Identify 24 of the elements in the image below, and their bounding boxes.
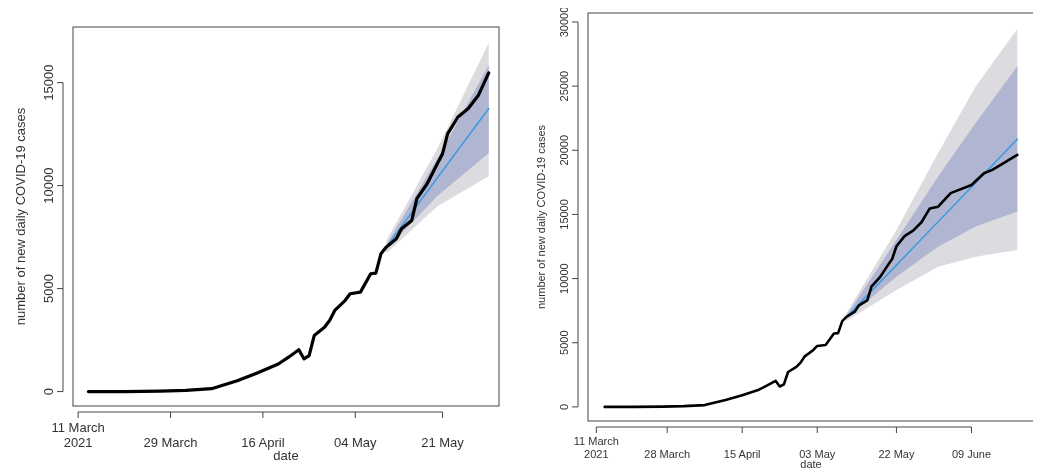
y-tick-label: 5000 bbox=[41, 274, 56, 304]
y-tick-label: 20000 bbox=[558, 134, 570, 166]
y-tick-label: 15000 bbox=[558, 199, 570, 230]
x-tick-label: 15 April bbox=[723, 448, 761, 461]
x-tick-label: 21 May bbox=[421, 435, 465, 451]
y-axis-title: number of new daily COVID-19 cases bbox=[13, 107, 29, 326]
y-tick-label: 5000 bbox=[558, 330, 570, 355]
x-tick-label: 22 May bbox=[878, 448, 915, 461]
y-tick-label: 25000 bbox=[558, 70, 570, 102]
x-tick-label: 09 June bbox=[951, 448, 992, 461]
y-axis-title: number of new daily COVID-19 cases bbox=[535, 124, 548, 310]
y-tick-label: 10000 bbox=[558, 263, 570, 294]
x-tick-label: 29 March bbox=[143, 435, 198, 451]
y-tick-label: 30000 bbox=[558, 6, 570, 38]
y-tick-label: 15000 bbox=[41, 64, 56, 101]
x-tick-label: 04 May bbox=[333, 435, 378, 451]
y-tick-label: 0 bbox=[558, 403, 570, 410]
line-series bbox=[86, 71, 491, 394]
x-tick-label: 11 March 2021 bbox=[51, 419, 105, 451]
y-tick-label: 10000 bbox=[41, 167, 56, 204]
x-tick-label: 11 March 2021 bbox=[573, 434, 619, 461]
line-series bbox=[603, 153, 1019, 409]
y-tick-label: 0 bbox=[41, 387, 56, 396]
x-tick-label: 28 March bbox=[644, 448, 691, 461]
